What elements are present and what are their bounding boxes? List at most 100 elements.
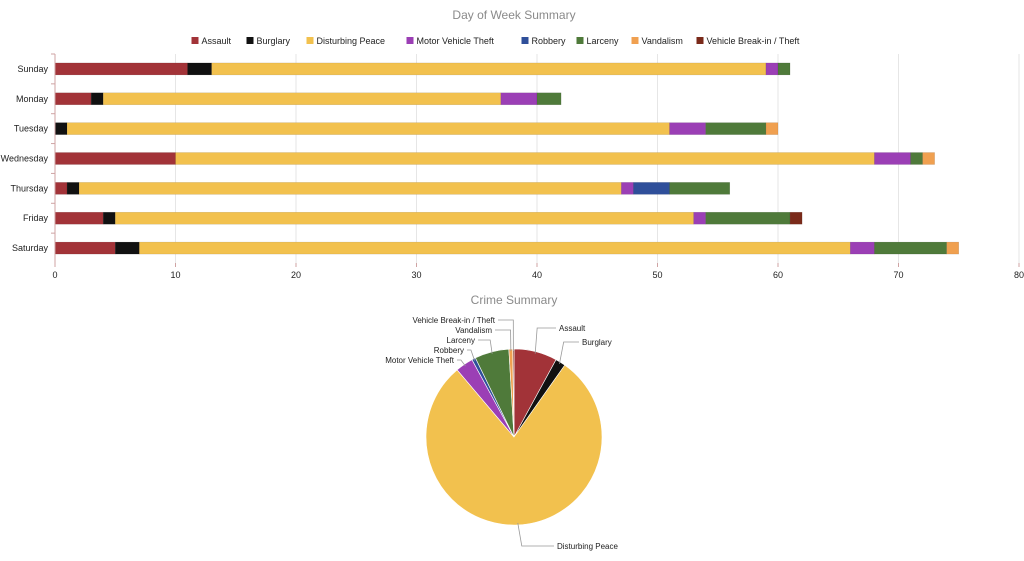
bar-saturday-burglary[interactable] xyxy=(115,241,140,255)
legend-item-larceny[interactable]: Larceny xyxy=(576,36,620,46)
bar-thursday-larceny[interactable] xyxy=(669,182,731,195)
legend-label-vehicle-break-in-theft: Vehicle Break-in / Theft xyxy=(707,36,800,46)
legend-label-assault: Assault xyxy=(202,36,232,46)
x-axis: 0 10 20 30 40 50 60 70 80 xyxy=(52,263,1024,280)
legend-swatch-disturbing-peace xyxy=(306,37,314,44)
legend-label-larceny: Larceny xyxy=(587,36,620,46)
pie-leader-line xyxy=(495,329,512,352)
bar-chart-title: Day of Week Summary xyxy=(452,8,575,22)
x-tick-label-0: 0 xyxy=(52,270,57,280)
bar-wednesday-motor-vehicle-theft[interactable] xyxy=(874,152,911,165)
legend-item-motor-vehicle-theft[interactable]: Motor Vehicle Theft xyxy=(406,36,495,46)
bar-row-wednesday xyxy=(54,152,935,165)
bar-monday-larceny[interactable] xyxy=(536,92,562,106)
x-tick-label-30: 30 xyxy=(411,270,421,280)
bar-thursday-disturbing-peace[interactable] xyxy=(78,182,622,195)
legend-item-burglary[interactable]: Burglary xyxy=(246,36,291,46)
bar-tuesday-disturbing-peace[interactable] xyxy=(66,122,670,135)
legend-item-vehicle-break-in-theft[interactable]: Vehicle Break-in / Theft xyxy=(696,36,800,46)
bar-friday-assault[interactable] xyxy=(54,211,104,225)
pie-labels: Assault Burglary Disturbing Peace Motor Veh… xyxy=(385,316,618,551)
bar-wednesday-disturbing-peace[interactable] xyxy=(175,152,875,165)
pie-label-text-burglary: Burglary xyxy=(582,338,612,347)
pie-label-disturbing-peace: Disturbing Peace xyxy=(517,522,618,551)
bar-friday-burglary[interactable] xyxy=(102,211,116,225)
pie-label-text-disturbing-peace: Disturbing Peace xyxy=(557,542,618,551)
pie-leader-line xyxy=(478,339,493,354)
legend-swatch-vandalism xyxy=(631,37,639,44)
bar-sunday-motor-vehicle-theft[interactable] xyxy=(765,62,779,76)
bar-sunday-disturbing-peace[interactable] xyxy=(211,62,767,76)
bar-thursday-robbery[interactable] xyxy=(633,182,670,195)
bar-tuesday-vandalism[interactable] xyxy=(765,122,779,135)
pie-leader-line xyxy=(559,341,579,365)
pie-leader-line xyxy=(467,349,475,361)
pie-label-larceny: Larceny xyxy=(447,336,493,354)
bar-row-sunday xyxy=(54,62,791,76)
bar-friday-motor-vehicle-theft[interactable] xyxy=(693,211,706,225)
bar-row-monday xyxy=(54,92,562,106)
y-tick-label-tuesday: Tuesday xyxy=(14,124,49,134)
y-tick-label-thursday: Thursday xyxy=(10,183,48,193)
bar-thursday-assault[interactable] xyxy=(54,182,68,195)
pie-chart-title: Crime Summary xyxy=(471,293,558,307)
pie-label-text-vehicle-break-in-theft: Vehicle Break-in / Theft xyxy=(412,316,495,325)
legend-item-disturbing-peace[interactable]: Disturbing Peace xyxy=(306,36,386,46)
bar-saturday-motor-vehicle-theft[interactable] xyxy=(850,241,875,255)
x-tick-label-70: 70 xyxy=(893,270,903,280)
legend-swatch-robbery xyxy=(521,37,529,44)
y-tick-label-wednesday: Wednesday xyxy=(1,154,49,164)
bar-sunday-burglary[interactable] xyxy=(187,62,212,76)
legend-swatch-assault xyxy=(191,37,199,44)
y-axis: Sunday Monday Tuesday Wednesday Thursday Frid… xyxy=(1,53,56,263)
x-tick-label-10: 10 xyxy=(170,270,180,280)
bar-thursday-burglary[interactable] xyxy=(66,182,80,195)
bar-saturday-vandalism[interactable] xyxy=(946,241,960,255)
legend-item-robbery[interactable]: Robbery xyxy=(521,36,567,46)
pie-leader-line xyxy=(457,359,466,367)
legend: Assault Burglary Disturbing Peace Motor Veh… xyxy=(191,36,800,46)
legend-item-vandalism[interactable]: Vandalism xyxy=(631,36,683,46)
bar-sunday-assault[interactable] xyxy=(54,62,188,76)
bar-friday-vehicle-break-in-theft[interactable] xyxy=(789,211,803,225)
bar-sunday-larceny[interactable] xyxy=(777,62,791,76)
y-tick-label-saturday: Saturday xyxy=(12,243,49,253)
pie-label-vandalism: Vandalism xyxy=(455,326,512,352)
x-tick-label-80: 80 xyxy=(1014,270,1024,280)
legend-item-assault[interactable]: Assault xyxy=(191,36,232,46)
bar-saturday-disturbing-peace[interactable] xyxy=(139,241,851,255)
bar-friday-disturbing-peace[interactable] xyxy=(115,211,694,225)
bar-monday-motor-vehicle-theft[interactable] xyxy=(500,92,538,106)
bar-wednesday-vandalism[interactable] xyxy=(922,152,935,165)
legend-label-disturbing-peace: Disturbing Peace xyxy=(317,36,386,46)
legend-label-robbery: Robbery xyxy=(532,36,567,46)
bar-tuesday-larceny[interactable] xyxy=(705,122,767,135)
y-tick-label-monday: Monday xyxy=(16,94,49,104)
bar-monday-assault[interactable] xyxy=(54,92,92,106)
bar-wednesday-assault[interactable] xyxy=(54,152,176,165)
legend-swatch-larceny xyxy=(576,37,584,44)
bar-tuesday-burglary[interactable] xyxy=(54,122,68,135)
bar-wednesday-larceny[interactable] xyxy=(910,152,923,165)
bar-thursday-motor-vehicle-theft[interactable] xyxy=(621,182,634,195)
bar-saturday-larceny[interactable] xyxy=(874,241,947,255)
bar-tuesday-motor-vehicle-theft[interactable] xyxy=(669,122,706,135)
bar-monday-disturbing-peace[interactable] xyxy=(102,92,502,106)
pie-label-robbery: Robbery xyxy=(434,346,475,361)
bar-friday-larceny[interactable] xyxy=(705,211,791,225)
bar-row-tuesday xyxy=(54,122,779,135)
pie xyxy=(425,348,603,526)
bar-monday-burglary[interactable] xyxy=(90,92,104,106)
x-tick-label-20: 20 xyxy=(291,270,301,280)
x-tick-label-50: 50 xyxy=(652,270,662,280)
legend-swatch-motor-vehicle-theft xyxy=(406,37,414,44)
y-tick-label-friday: Friday xyxy=(23,213,49,223)
bar-row-saturday xyxy=(54,241,960,255)
pie-label-text-robbery: Robbery xyxy=(434,346,464,355)
bar-row-thursday xyxy=(54,182,731,195)
legend-swatch-burglary xyxy=(246,37,254,44)
legend-label-motor-vehicle-theft: Motor Vehicle Theft xyxy=(417,36,495,46)
bar-saturday-assault[interactable] xyxy=(54,241,116,255)
x-tick-label-60: 60 xyxy=(773,270,783,280)
